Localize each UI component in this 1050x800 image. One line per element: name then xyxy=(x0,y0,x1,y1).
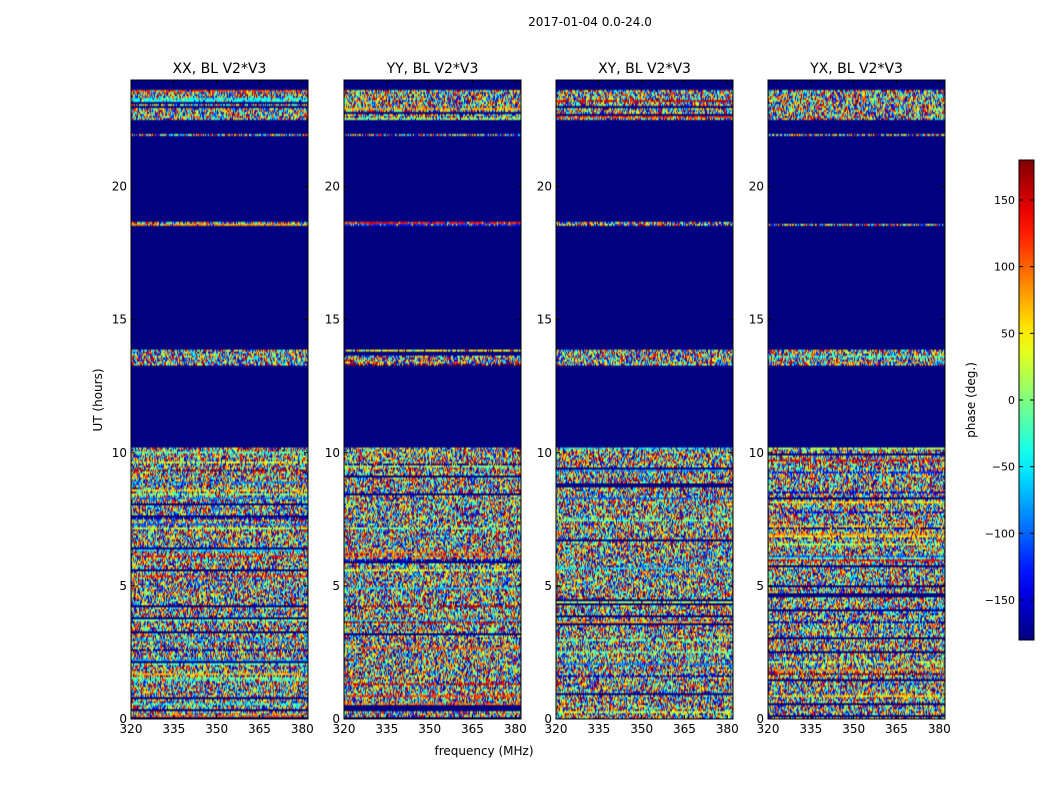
panel-title-xx: XX, BL V2*V3 xyxy=(173,61,267,77)
y-tick-label: 10 xyxy=(112,446,127,460)
x-tick-label: 320 xyxy=(333,722,356,736)
heatmap-image-yx xyxy=(768,80,945,719)
panel-frame-yy xyxy=(343,79,522,720)
colorbar-tick-label: 150 xyxy=(994,194,1015,207)
y-tick-label: 5 xyxy=(119,579,127,593)
x-tick-label: 365 xyxy=(461,722,484,736)
colorbar-tick-label: 100 xyxy=(994,261,1015,274)
colorbar-tick-label: −150 xyxy=(985,594,1015,607)
panel-frame-xy xyxy=(555,79,734,720)
y-tick-label: 20 xyxy=(749,180,764,194)
x-tick-label: 350 xyxy=(205,722,228,736)
y-tick-label: 0 xyxy=(332,712,340,726)
y-tick-label: 15 xyxy=(325,313,340,327)
y-tick-label: 20 xyxy=(112,180,127,194)
y-axis-label: UT (hours) xyxy=(91,368,105,431)
x-tick-label: 350 xyxy=(418,722,441,736)
panel-xy: XY, BL V2*V3 320 335 350 365 380 0 5 10 15 20 xyxy=(537,61,739,736)
y-tick-label: 0 xyxy=(756,712,764,726)
x-tick-label: 335 xyxy=(799,722,822,736)
y-tick-label: 15 xyxy=(112,313,127,327)
x-tick-label: 380 xyxy=(504,722,527,736)
x-tick-label: 320 xyxy=(545,722,568,736)
x-tick-label: 320 xyxy=(120,722,143,736)
x-tick-label: 380 xyxy=(291,722,314,736)
y-tick-label: 0 xyxy=(544,712,552,726)
y-tick-label: 20 xyxy=(537,180,552,194)
x-tick-label: 365 xyxy=(885,722,908,736)
colorbar-tick-label: −50 xyxy=(992,461,1015,474)
x-tick-label: 380 xyxy=(716,722,739,736)
x-tick-label: 335 xyxy=(162,722,185,736)
y-tick-label: 15 xyxy=(749,313,764,327)
y-tick-label: 5 xyxy=(756,579,764,593)
colorbar-tick-label: 0 xyxy=(1008,394,1015,407)
panel-title-xy: XY, BL V2*V3 xyxy=(598,61,691,77)
panel-yx: YX, BL V2*V3 320 335 350 365 380 0 5 10 15 20 xyxy=(749,61,951,736)
panel-frame-yx xyxy=(767,79,946,720)
x-tick-label: 350 xyxy=(842,722,865,736)
x-tick-label: 350 xyxy=(630,722,653,736)
y-tick-label: 15 xyxy=(537,313,552,327)
y-tick-label: 20 xyxy=(325,180,340,194)
heatmap-image-xx xyxy=(131,80,308,719)
x-tick-label: 380 xyxy=(928,722,951,736)
y-tick-label: 10 xyxy=(749,446,764,460)
x-axis-label: frequency (MHz) xyxy=(434,744,533,758)
panel-frame-xx xyxy=(130,79,309,720)
y-tick-label: 5 xyxy=(544,579,552,593)
y-tick-label: 10 xyxy=(537,446,552,460)
y-tick-label: 10 xyxy=(325,446,340,460)
figure-suptitle: 2017-01-04 0.0-24.0 xyxy=(528,15,652,29)
panel-xx: XX, BL V2*V3 320 335 350 365 380 0 5 10 15 20 xyxy=(112,61,314,736)
panel-yy: YY, BL V2*V3 320 335 350 365 380 0 5 10 15 20 xyxy=(325,61,527,736)
heatmap-image-yy xyxy=(344,80,521,719)
colorbar-tick-label: −100 xyxy=(985,527,1015,540)
y-tick-label: 5 xyxy=(332,579,340,593)
heatmap-image-xy xyxy=(556,80,733,719)
panel-title-yx: YX, BL V2*V3 xyxy=(809,61,903,77)
x-tick-label: 365 xyxy=(673,722,696,736)
colorbar-tick-label: 50 xyxy=(1001,327,1015,340)
y-tick-label: 0 xyxy=(119,712,127,726)
x-tick-label: 320 xyxy=(757,722,780,736)
colorbar: −150 −100 −50 0 50 100 150 phase (deg.) xyxy=(964,159,1035,641)
x-tick-label: 335 xyxy=(587,722,610,736)
panel-title-yy: YY, BL V2*V3 xyxy=(386,61,479,77)
x-tick-label: 365 xyxy=(248,722,271,736)
x-tick-label: 335 xyxy=(375,722,398,736)
colorbar-label: phase (deg.) xyxy=(964,362,978,438)
